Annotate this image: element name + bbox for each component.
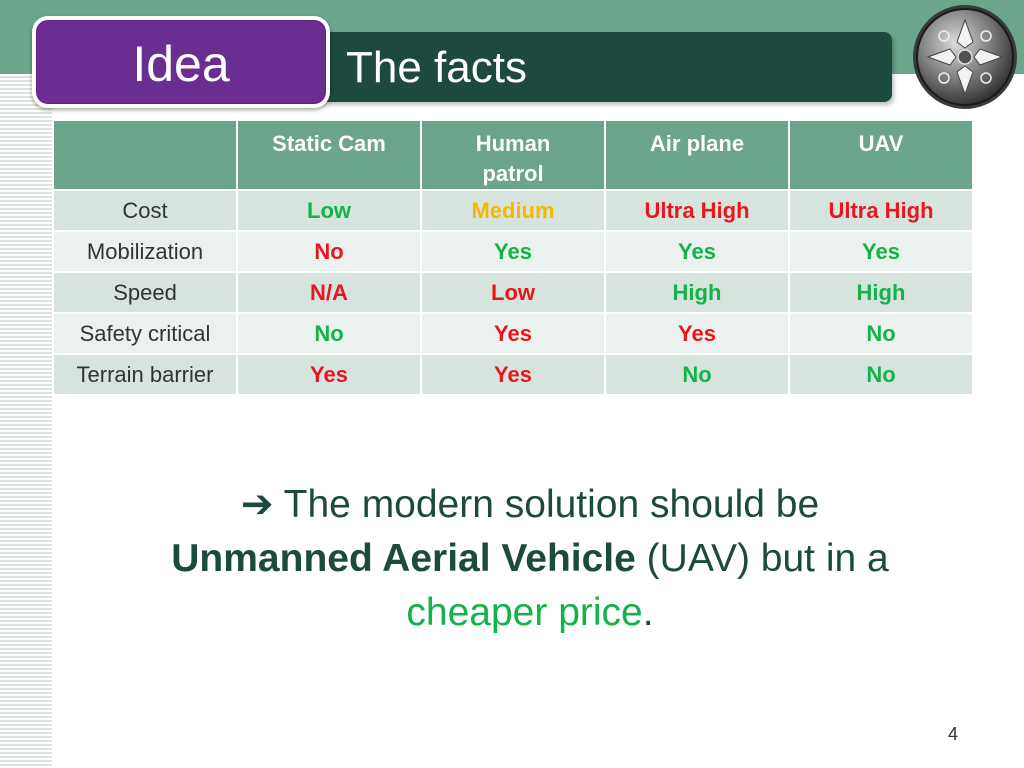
table-cell: Ultra High — [788, 189, 974, 232]
table-cell: Low — [420, 271, 606, 314]
row-label: Terrain barrier — [52, 353, 238, 396]
table-row: Mobilization No Yes Yes Yes — [52, 230, 974, 273]
header-cell-static-cam: Static Cam — [236, 119, 422, 191]
left-stripes — [0, 74, 52, 768]
table-cell: No — [236, 312, 422, 355]
table-cell: Yes — [236, 353, 422, 396]
row-label: Cost — [52, 189, 238, 232]
header-cell-corner — [52, 119, 238, 191]
header-text-human-patrol: Human patrol — [475, 131, 551, 186]
table-cell: Yes — [420, 353, 606, 396]
table-cell: High — [604, 271, 790, 314]
header-cell-uav: UAV — [788, 119, 974, 191]
conclusion-part1: The modern solution should be — [283, 483, 820, 526]
row-label: Mobilization — [52, 230, 238, 273]
conclusion-end: . — [642, 591, 654, 634]
table-cell: N/A — [236, 271, 422, 314]
table-cell: Yes — [420, 230, 606, 273]
table-row: Terrain barrier Yes Yes No No — [52, 353, 974, 396]
table-cell: Yes — [788, 230, 974, 273]
row-label: Safety critical — [52, 312, 238, 355]
conclusion-text: ➔ The modern solution should be Unmanned… — [100, 478, 960, 640]
table-cell: No — [788, 353, 974, 396]
header-cell-human-patrol: Human patrol — [420, 119, 606, 191]
conclusion-accent: cheaper price — [406, 591, 643, 634]
conclusion-part2: (UAV) but in a — [646, 537, 889, 580]
idea-box: Idea — [32, 16, 330, 108]
conclusion-bold: Unmanned Aerial Vehicle — [171, 537, 636, 580]
table-cell: Low — [236, 189, 422, 232]
table-row: Cost Low Medium Ultra High Ultra High — [52, 189, 974, 232]
table-cell: No — [788, 312, 974, 355]
table-cell: Yes — [420, 312, 606, 355]
table-header-row: Static Cam Human patrol Air plane UAV — [52, 119, 974, 191]
idea-label: Idea — [132, 36, 230, 92]
table-cell: Yes — [604, 312, 790, 355]
arrow-icon: ➔ — [240, 483, 274, 526]
table-cell: High — [788, 271, 974, 314]
page-number: 4 — [948, 724, 959, 744]
facts-table: Static Cam Human patrol Air plane UAV Co… — [52, 119, 974, 396]
table-cell: Ultra High — [604, 189, 790, 232]
table-cell: Yes — [604, 230, 790, 273]
table-cell: Medium — [420, 189, 606, 232]
title-bar: The facts — [300, 32, 892, 102]
table-row: Safety critical No Yes Yes No — [52, 312, 974, 355]
table-row: Speed N/A Low High High — [52, 271, 974, 314]
slide-title: The facts — [346, 43, 527, 92]
compass-emblem-icon — [913, 5, 1017, 109]
table-cell: No — [604, 353, 790, 396]
header-cell-air-plane: Air plane — [604, 119, 790, 191]
row-label: Speed — [52, 271, 238, 314]
table-cell: No — [236, 230, 422, 273]
